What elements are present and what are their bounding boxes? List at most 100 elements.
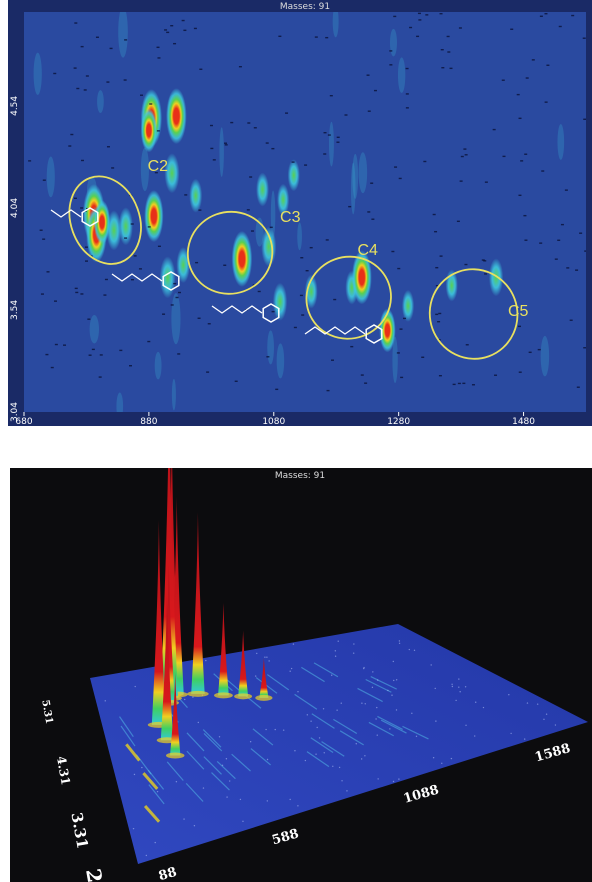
benzene-ring-icon bbox=[162, 271, 180, 291]
noise-dot bbox=[510, 732, 512, 735]
noise-dot bbox=[145, 854, 148, 857]
noise-dot bbox=[376, 679, 379, 681]
data-point bbox=[584, 250, 586, 252]
noise-dot bbox=[218, 736, 221, 738]
background-streak bbox=[358, 152, 368, 194]
peak-spot bbox=[261, 226, 277, 267]
peak-spot bbox=[304, 274, 318, 309]
data-point bbox=[123, 79, 127, 81]
data-point bbox=[400, 376, 404, 379]
background-streak bbox=[276, 343, 285, 379]
data-point bbox=[164, 29, 168, 31]
data-point bbox=[224, 142, 228, 144]
data-point bbox=[446, 35, 450, 38]
data-point bbox=[575, 269, 579, 271]
x-axis-tick-label: 88 bbox=[157, 865, 179, 882]
noise-dot bbox=[239, 798, 242, 801]
data-point bbox=[576, 386, 580, 388]
data-point bbox=[348, 205, 352, 208]
data-point bbox=[418, 19, 422, 21]
surface-peak bbox=[151, 520, 166, 725]
noise-dot bbox=[389, 728, 391, 730]
data-point bbox=[502, 155, 506, 158]
surface-peak bbox=[191, 512, 205, 694]
data-point bbox=[300, 257, 304, 259]
surface-ridge bbox=[402, 725, 429, 740]
data-point bbox=[74, 22, 78, 24]
data-point bbox=[80, 45, 84, 48]
cluster-label-c2: C2 bbox=[148, 158, 169, 175]
data-point bbox=[68, 145, 72, 147]
noise-dot bbox=[292, 643, 295, 645]
data-point bbox=[170, 304, 174, 306]
noise-dot bbox=[132, 827, 135, 830]
data-point bbox=[554, 258, 558, 260]
data-point bbox=[285, 112, 289, 114]
data-point bbox=[432, 213, 436, 216]
data-point bbox=[166, 31, 170, 34]
noise-dot bbox=[183, 818, 185, 820]
cluster-ellipse-c5 bbox=[428, 268, 519, 360]
data-point bbox=[437, 320, 441, 323]
data-point bbox=[209, 124, 213, 127]
peak-base bbox=[165, 752, 185, 759]
data-point bbox=[327, 134, 331, 136]
y-tick-label: 3.04 bbox=[10, 402, 20, 422]
data-point bbox=[138, 268, 142, 270]
noise-dot bbox=[376, 734, 378, 736]
data-point bbox=[249, 176, 253, 178]
noise-dot bbox=[352, 652, 355, 654]
surface-ridge bbox=[186, 750, 205, 770]
data-point bbox=[271, 310, 275, 313]
noise-dot bbox=[464, 686, 467, 688]
noise-dot bbox=[310, 720, 312, 722]
noise-dot bbox=[376, 706, 378, 709]
data-point bbox=[198, 209, 202, 211]
x-axis-tick-label: 588 bbox=[270, 826, 300, 848]
noise-dot bbox=[458, 678, 460, 680]
data-point bbox=[103, 294, 107, 296]
surface-peak bbox=[259, 658, 269, 698]
data-point bbox=[458, 27, 462, 29]
y-tick-label: 4.04 bbox=[10, 198, 20, 218]
data-point bbox=[484, 273, 488, 275]
molecule-c3-icon bbox=[111, 271, 180, 291]
data-point bbox=[501, 79, 505, 81]
data-point bbox=[440, 49, 444, 51]
data-point bbox=[350, 345, 354, 348]
data-point bbox=[518, 194, 522, 197]
noise-dot bbox=[226, 796, 228, 798]
data-point bbox=[438, 312, 442, 315]
noise-dot bbox=[363, 666, 365, 669]
background-streak bbox=[267, 330, 274, 365]
surface-ridge bbox=[147, 769, 165, 790]
data-point bbox=[28, 160, 32, 162]
noise-dot bbox=[192, 696, 194, 698]
noise-dot bbox=[526, 702, 529, 704]
noise-dot bbox=[392, 780, 395, 783]
noise-dot bbox=[398, 640, 401, 642]
alkyl-chain-icon bbox=[111, 273, 163, 282]
data-point bbox=[156, 46, 160, 49]
data-point bbox=[366, 74, 370, 76]
data-point bbox=[325, 36, 329, 39]
data-point bbox=[253, 127, 257, 129]
surface-ridge bbox=[357, 687, 383, 703]
data-point bbox=[247, 122, 251, 124]
data-point bbox=[323, 153, 327, 155]
background-streak bbox=[154, 351, 162, 380]
data-point bbox=[557, 239, 561, 241]
surface-ridge bbox=[250, 748, 271, 766]
data-point bbox=[396, 352, 400, 354]
noise-dot bbox=[536, 703, 539, 705]
data-point bbox=[39, 229, 43, 231]
data-point bbox=[98, 376, 102, 378]
peak-base bbox=[187, 690, 209, 697]
noise-dot bbox=[393, 679, 395, 682]
data-point bbox=[434, 230, 438, 233]
data-point bbox=[516, 93, 520, 96]
peak-base bbox=[255, 694, 273, 701]
background-streak bbox=[46, 156, 55, 198]
noise-dot bbox=[387, 689, 389, 692]
alkyl-chain-icon bbox=[50, 209, 82, 218]
